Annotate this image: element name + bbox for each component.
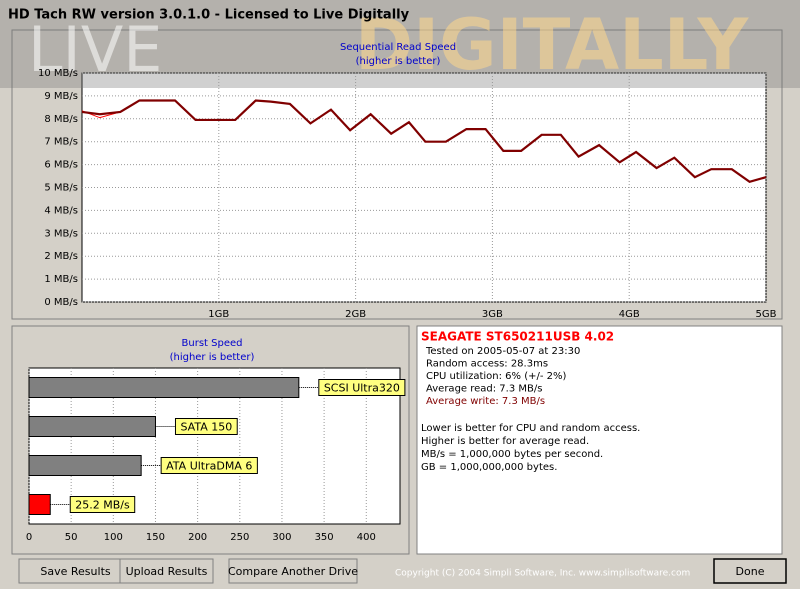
x-tick-label: 200 xyxy=(188,532,207,543)
label-box xyxy=(318,379,406,396)
y-tick-label: 9 MB/s xyxy=(44,91,78,102)
chart-subtitle: (higher is better) xyxy=(170,352,255,363)
bar xyxy=(28,377,300,398)
y-tick-label: 1 MB/s xyxy=(44,274,78,285)
x-tick-label: 2GB xyxy=(345,309,366,320)
info-line: Average read: 7.3 MB/s xyxy=(426,384,542,395)
bar-label: 25.2 MB/s xyxy=(75,499,130,512)
button[interactable] xyxy=(713,558,787,584)
x-tick-label: 3GB xyxy=(482,309,503,320)
info-note: MB/s = 1,000,000 bytes per second. xyxy=(421,449,603,460)
drive-name: SEAGATE ST650211USB 4.02 xyxy=(421,330,614,344)
x-tick-label: 50 xyxy=(65,532,78,543)
info-line: CPU utilization: 6% (+/- 2%) xyxy=(426,371,567,382)
info-line: Tested on 2005-05-07 at 23:30 xyxy=(425,346,580,357)
label-box xyxy=(160,457,258,474)
y-tick-label: 0 MB/s xyxy=(44,297,78,308)
y-tick-label: 10 MB/s xyxy=(38,68,78,79)
x-tick-label: 100 xyxy=(104,532,123,543)
read-line xyxy=(81,99,767,183)
bar xyxy=(28,416,156,437)
bar xyxy=(28,494,51,515)
label-box xyxy=(174,418,238,435)
button[interactable] xyxy=(228,558,358,584)
y-tick-label: 7 MB/s xyxy=(44,137,78,148)
window-title: HD Tach RW version 3.0.1.0 - Licensed to… xyxy=(8,8,410,23)
y-tick-label: 2 MB/s xyxy=(44,251,78,262)
bar-label: SATA 150 xyxy=(180,421,232,434)
x-tick-label: 4GB xyxy=(619,309,640,320)
button-label[interactable]: Done xyxy=(736,565,765,578)
x-tick-label: 1GB xyxy=(208,309,229,320)
info-note: Lower is better for CPU and random acces… xyxy=(421,423,640,434)
bar-label: SCSI Ultra320 xyxy=(324,382,400,395)
bar xyxy=(28,455,142,476)
y-tick-label: 6 MB/s xyxy=(44,160,78,171)
x-tick-label: 300 xyxy=(272,532,291,543)
watermark: DIGITALLY xyxy=(355,4,749,86)
button[interactable] xyxy=(119,558,214,584)
info-line: Average write: 7.3 MB/s xyxy=(426,396,545,407)
y-tick-label: 3 MB/s xyxy=(44,228,78,239)
info-note: GB = 1,000,000,000 bytes. xyxy=(421,462,557,473)
chart-title: Burst Speed xyxy=(182,338,243,349)
copyright: Copyright (C) 2004 Simpli Software, Inc.… xyxy=(395,569,690,579)
button-label[interactable]: Compare Another Drive xyxy=(228,565,358,578)
watermark: LIVE xyxy=(28,13,162,86)
button-label[interactable]: Save Results xyxy=(40,565,110,578)
x-tick-label: 400 xyxy=(357,532,376,543)
y-tick-label: 4 MB/s xyxy=(44,205,78,216)
button-label[interactable]: Upload Results xyxy=(126,565,208,578)
x-tick-label: 250 xyxy=(230,532,249,543)
x-tick-label: 350 xyxy=(315,532,334,543)
label-box xyxy=(69,496,136,513)
x-tick-label: 150 xyxy=(146,532,165,543)
y-tick-label: 8 MB/s xyxy=(44,114,78,125)
info-panel xyxy=(416,325,783,555)
info-note: Higher is better for average read. xyxy=(421,436,589,447)
y-tick-label: 5 MB/s xyxy=(44,183,78,194)
x-tick-label: 0 xyxy=(26,532,32,543)
chart-subtitle: (higher is better) xyxy=(356,56,441,67)
bar-label: ATA UltraDMA 6 xyxy=(166,460,252,473)
chart-title: Sequential Read Speed xyxy=(340,42,456,53)
info-line: Random access: 28.3ms xyxy=(426,359,548,370)
x-tick-label: 5GB xyxy=(756,309,777,320)
